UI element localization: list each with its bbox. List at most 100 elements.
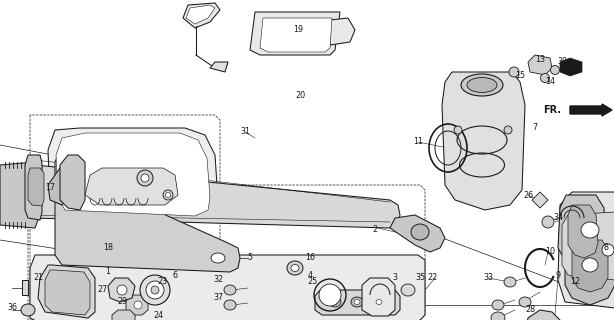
Ellipse shape xyxy=(211,253,225,263)
Ellipse shape xyxy=(551,66,559,75)
Text: 21: 21 xyxy=(33,274,43,283)
Text: 26: 26 xyxy=(523,190,533,199)
Polygon shape xyxy=(250,12,340,55)
Ellipse shape xyxy=(319,284,341,306)
Text: 1: 1 xyxy=(106,268,111,276)
Text: 12: 12 xyxy=(570,277,580,286)
FancyArrow shape xyxy=(570,104,612,116)
Text: 30: 30 xyxy=(557,58,567,67)
Text: 18: 18 xyxy=(103,244,113,252)
Text: 11: 11 xyxy=(413,138,423,147)
Ellipse shape xyxy=(542,216,554,228)
Ellipse shape xyxy=(224,285,236,295)
Text: 36: 36 xyxy=(7,303,17,313)
Polygon shape xyxy=(48,165,72,205)
Ellipse shape xyxy=(163,190,173,200)
Polygon shape xyxy=(30,255,425,320)
Text: 20: 20 xyxy=(295,91,305,100)
Ellipse shape xyxy=(141,174,149,182)
Ellipse shape xyxy=(373,297,385,307)
Text: 4: 4 xyxy=(308,270,313,279)
Ellipse shape xyxy=(540,74,550,83)
Polygon shape xyxy=(525,310,568,320)
Polygon shape xyxy=(362,278,395,316)
Text: 14: 14 xyxy=(545,77,555,86)
Text: 5: 5 xyxy=(247,253,252,262)
Ellipse shape xyxy=(401,284,415,296)
Text: 32: 32 xyxy=(213,276,223,284)
Polygon shape xyxy=(562,212,614,280)
Text: 25: 25 xyxy=(307,277,317,286)
Polygon shape xyxy=(85,168,178,205)
Text: 19: 19 xyxy=(293,26,303,35)
Ellipse shape xyxy=(224,300,236,310)
Text: 3: 3 xyxy=(392,274,397,283)
Polygon shape xyxy=(112,310,135,320)
Polygon shape xyxy=(56,133,210,216)
Ellipse shape xyxy=(411,224,429,240)
Polygon shape xyxy=(390,215,445,252)
Text: 23: 23 xyxy=(157,277,167,286)
Ellipse shape xyxy=(137,170,153,186)
Ellipse shape xyxy=(454,126,462,134)
Ellipse shape xyxy=(581,222,599,238)
Polygon shape xyxy=(560,58,582,76)
Ellipse shape xyxy=(504,277,516,287)
Text: 2: 2 xyxy=(373,226,378,235)
Ellipse shape xyxy=(461,74,503,96)
Text: 6: 6 xyxy=(173,270,177,279)
Text: 33: 33 xyxy=(483,274,493,283)
Ellipse shape xyxy=(117,285,127,295)
Text: 34: 34 xyxy=(553,213,563,222)
Polygon shape xyxy=(22,280,28,295)
Polygon shape xyxy=(48,128,218,222)
Text: 9: 9 xyxy=(556,270,561,279)
Ellipse shape xyxy=(21,304,35,316)
Text: 13: 13 xyxy=(535,55,545,65)
Ellipse shape xyxy=(146,281,164,299)
Text: 22: 22 xyxy=(427,274,437,283)
Text: 29: 29 xyxy=(117,298,127,307)
Polygon shape xyxy=(260,18,332,52)
Polygon shape xyxy=(60,155,85,210)
Polygon shape xyxy=(532,192,548,208)
Text: 16: 16 xyxy=(305,253,315,262)
Text: 28: 28 xyxy=(525,306,535,315)
Polygon shape xyxy=(126,295,148,315)
Text: 7: 7 xyxy=(532,124,538,132)
Ellipse shape xyxy=(332,300,338,305)
Polygon shape xyxy=(28,168,44,206)
Ellipse shape xyxy=(491,312,505,320)
Polygon shape xyxy=(25,155,42,220)
Ellipse shape xyxy=(509,67,519,77)
Ellipse shape xyxy=(492,300,504,310)
Polygon shape xyxy=(558,192,614,308)
Ellipse shape xyxy=(354,300,360,305)
Text: FR.: FR. xyxy=(543,105,561,115)
Ellipse shape xyxy=(134,301,142,309)
Text: 37: 37 xyxy=(213,293,223,302)
Text: 31: 31 xyxy=(240,127,250,137)
Polygon shape xyxy=(315,290,400,315)
Polygon shape xyxy=(558,195,606,268)
Polygon shape xyxy=(442,72,525,210)
Text: 17: 17 xyxy=(45,183,55,193)
Polygon shape xyxy=(186,5,215,24)
Ellipse shape xyxy=(329,297,341,307)
Polygon shape xyxy=(55,150,240,272)
Text: 10: 10 xyxy=(545,247,555,257)
Ellipse shape xyxy=(140,275,170,305)
Polygon shape xyxy=(528,55,552,75)
Ellipse shape xyxy=(151,286,159,294)
Ellipse shape xyxy=(376,300,382,305)
Text: 8: 8 xyxy=(604,244,608,252)
Ellipse shape xyxy=(467,77,497,92)
Ellipse shape xyxy=(582,258,598,272)
Polygon shape xyxy=(183,3,220,28)
Polygon shape xyxy=(210,62,228,72)
Polygon shape xyxy=(330,18,355,45)
Polygon shape xyxy=(0,162,38,228)
Ellipse shape xyxy=(351,297,363,307)
Text: 35: 35 xyxy=(415,274,425,283)
Ellipse shape xyxy=(602,244,614,256)
